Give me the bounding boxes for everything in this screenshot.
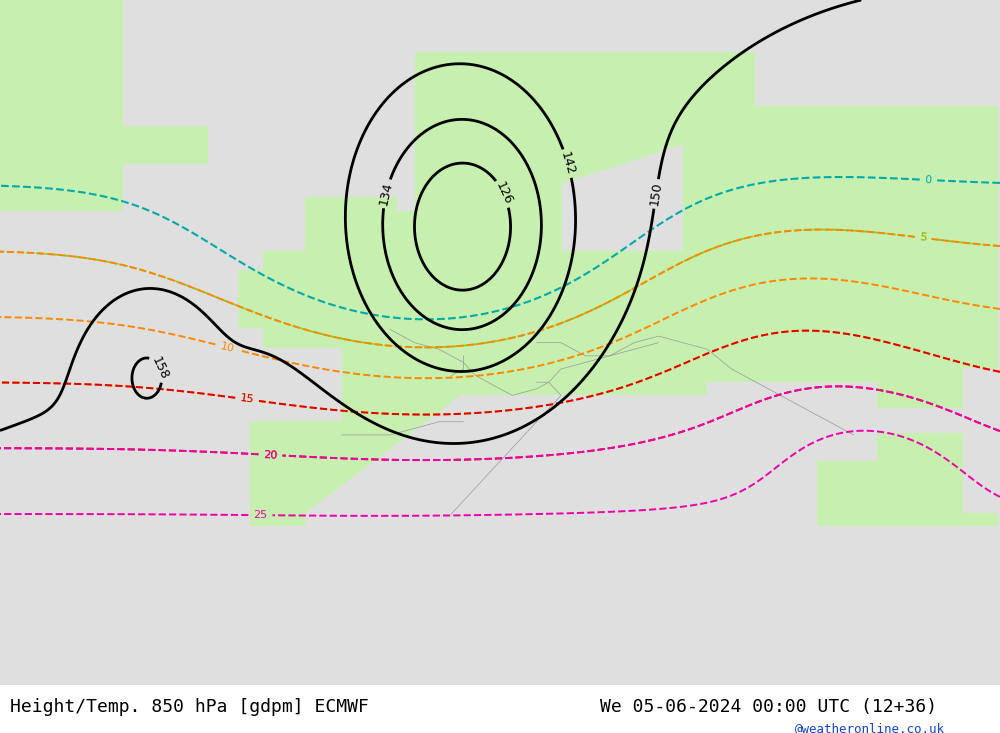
Text: 15: 15 [239,394,255,405]
Text: 20: 20 [263,449,278,460]
Text: 20: 20 [263,449,278,460]
Text: 126: 126 [493,180,514,207]
Text: 134: 134 [377,180,395,207]
Text: 5: 5 [919,232,927,243]
Text: @weatheronline.co.uk: @weatheronline.co.uk [795,722,945,733]
Text: 25: 25 [253,510,268,520]
Text: 0: 0 [924,174,932,185]
Text: 150: 150 [648,181,664,207]
Text: 15: 15 [239,394,255,405]
Text: 5: 5 [919,232,927,243]
Text: Height/Temp. 850 hPa [gdpm] ECMWF: Height/Temp. 850 hPa [gdpm] ECMWF [10,698,369,716]
Text: 158: 158 [149,355,171,382]
Text: We 05-06-2024 00:00 UTC (12+36): We 05-06-2024 00:00 UTC (12+36) [600,698,937,716]
Text: 10: 10 [219,341,235,354]
Text: 142: 142 [558,150,577,177]
